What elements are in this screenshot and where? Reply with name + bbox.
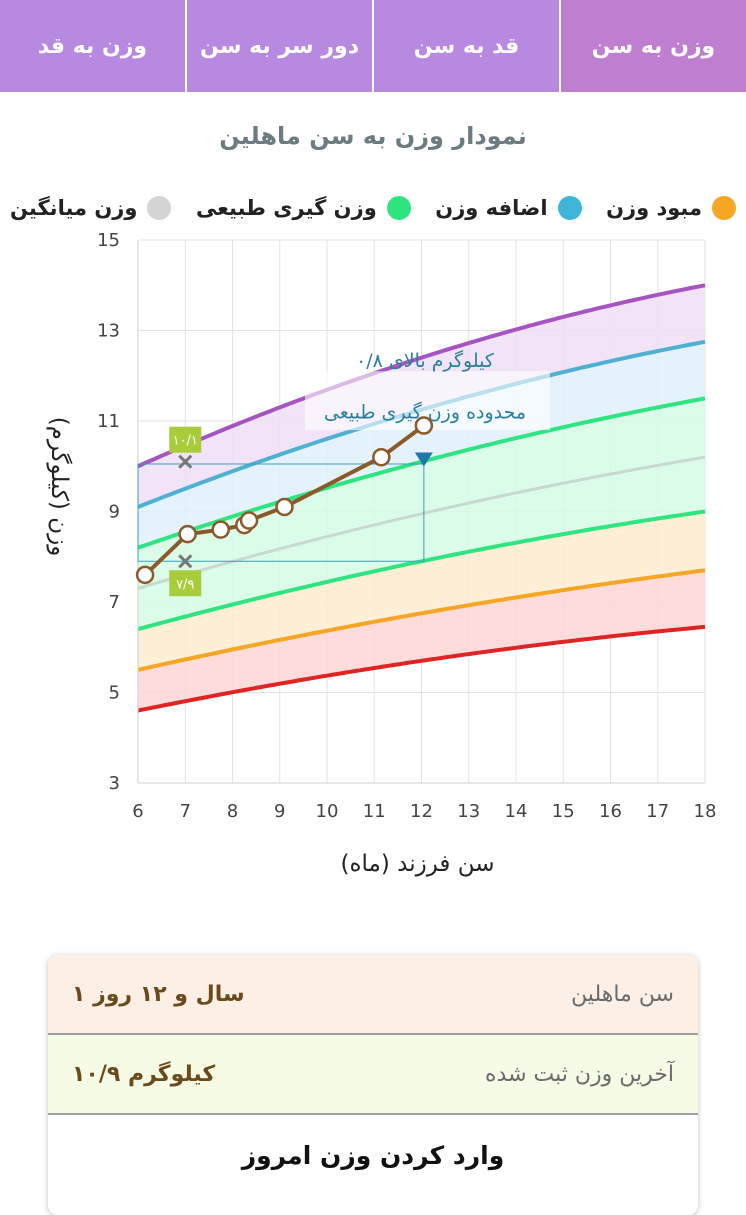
- weight-data-point: [211, 520, 230, 539]
- age-label: سن ماهلین: [571, 981, 674, 1007]
- upper-range-label: ۱۰/۱: [173, 434, 198, 449]
- annotation-line-2: محدوده وزن گیری طبیعی: [324, 401, 526, 424]
- legend-dot-overweight: [557, 196, 582, 220]
- percentile-curve: [137, 624, 706, 713]
- tab-bar: وزن به سن قد به سن دور سر به سن وزن به ق…: [0, 0, 746, 92]
- x-tick-label: 9: [274, 801, 285, 822]
- weight-label: آخرین وزن ثبت شده: [485, 1061, 674, 1087]
- percentile-band: [138, 398, 705, 589]
- weight-data-point: [178, 524, 197, 544]
- y-tick-label: 13: [97, 321, 120, 342]
- weight-row: آخرین وزن ثبت شده ۱۰/۹ کیلوگرم: [48, 1035, 698, 1115]
- y-tick-label: 3: [109, 773, 120, 794]
- legend-dot-underweight: [711, 196, 736, 220]
- x-tick-label: 10: [316, 801, 339, 822]
- y-tick-label: 15: [97, 230, 120, 251]
- percentile-band: [138, 570, 705, 711]
- legend-label: مبود وزن: [606, 196, 702, 220]
- tab-height-age[interactable]: قد به سن: [372, 0, 559, 92]
- lower-range-label: ۷/۹: [176, 577, 194, 592]
- legend-dot-average: [147, 196, 172, 220]
- percentile-band: [138, 341, 705, 548]
- x-tick-label: 16: [599, 801, 622, 822]
- y-tick-label: 11: [97, 411, 120, 432]
- x-tick-label: 11: [363, 801, 386, 822]
- tab-weight-age[interactable]: وزن به سن: [559, 0, 746, 92]
- y-axis-title: وزن (کیلوگرم): [46, 417, 73, 557]
- legend-item-underweight: مبود وزن: [606, 196, 736, 220]
- percentile-band: [138, 511, 705, 670]
- normal-range-box: [137, 463, 425, 562]
- x-tick-label: 14: [505, 801, 528, 822]
- weight-data-point: [275, 497, 294, 517]
- age-row: سن ماهلین ۱ سال و ۱۲ روز: [48, 955, 698, 1035]
- y-tick-label: 5: [109, 683, 120, 704]
- tab-head-age[interactable]: دور سر به سن: [185, 0, 372, 92]
- weight-data-point: [414, 416, 434, 435]
- x-axis-title: سن فرزند (ماه): [341, 851, 495, 877]
- weight-data-point: [372, 447, 391, 467]
- legend-label: وزن گیری طبیعی: [195, 196, 377, 220]
- x-tick-label: 17: [646, 801, 669, 822]
- x-tick-label: 6: [132, 801, 143, 822]
- weight-data-point: [239, 511, 259, 530]
- chart-title: نمودار وزن به سن ماهلین: [219, 122, 527, 150]
- weight-value: ۱۰/۹ کیلوگرم: [72, 1061, 216, 1087]
- percentile-band: [138, 457, 705, 630]
- x-tick-label: 18: [694, 801, 717, 822]
- tab-weight-height[interactable]: وزن به قد: [0, 0, 185, 92]
- x-tick-label: 12: [410, 801, 433, 822]
- chart-legend: مبود وزن اضافه وزن وزن گیری طبیعی وزن می…: [10, 190, 736, 226]
- lower-range-label-bg: [169, 570, 202, 597]
- legend-item-normal: وزن گیری طبیعی: [196, 196, 411, 220]
- y-tick-label: 7: [109, 592, 120, 613]
- weight-age-chart: 6 7 8 9 10 11 12 13 14 15 16 17 18 3 5 7 9 11 13 15 سن فرزند…: [46, 230, 717, 877]
- age-value: ۱ سال و ۱۲ روز: [72, 981, 245, 1007]
- upper-range-label-bg: [169, 426, 202, 453]
- summary-card: سن ماهلین ۱ سال و ۱۲ روز آخرین وزن ثبت ش…: [48, 955, 698, 1215]
- percentile-curve: [137, 568, 706, 672]
- x-tick-label: 13: [457, 801, 480, 822]
- x-tick-label: 7: [180, 801, 191, 822]
- weight-data-point: [135, 565, 155, 585]
- legend-label: وزن میانگین: [10, 196, 138, 220]
- annotation-line-1: ۰/۸ کیلوگرم بالای: [356, 349, 495, 372]
- x-tick-label: 8: [227, 801, 238, 822]
- enter-weight-button[interactable]: وارد کردن وزن امروز: [241, 1140, 505, 1170]
- legend-item-overweight: اضافه وزن: [435, 196, 582, 220]
- legend-item-average: وزن میانگین: [10, 196, 172, 220]
- percentile-curve: [137, 283, 706, 469]
- target-marker: [414, 452, 433, 467]
- legend-dot-normal: [386, 196, 411, 220]
- upper-range-marker: [178, 454, 193, 469]
- lower-range-marker: [178, 554, 193, 569]
- x-tick-label: 15: [552, 801, 575, 822]
- legend-label: اضافه وزن: [435, 196, 548, 220]
- y-tick-label: 9: [109, 502, 120, 523]
